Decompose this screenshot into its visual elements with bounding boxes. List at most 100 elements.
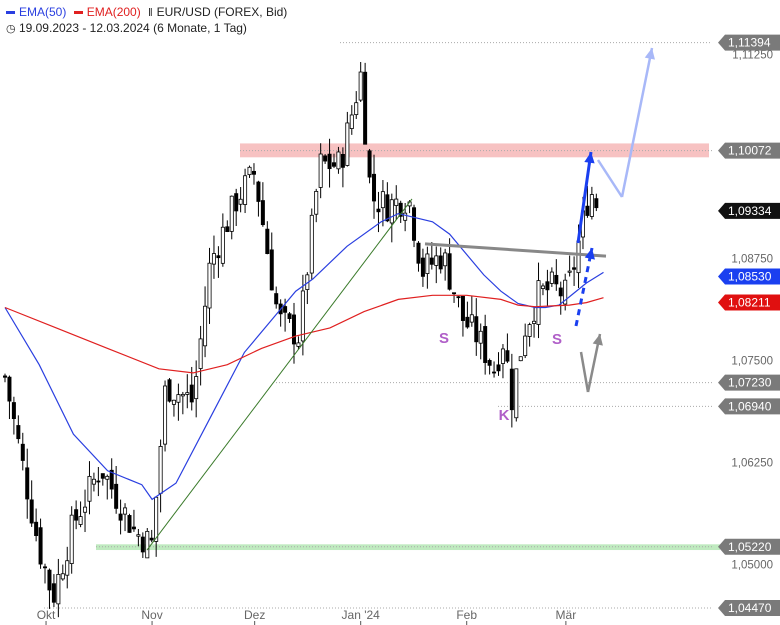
ema200-swatch	[73, 11, 83, 15]
candle-body	[487, 360, 492, 366]
indicators-layer	[4, 212, 604, 501]
candle-body	[403, 212, 408, 221]
candle-body	[460, 295, 465, 321]
candle-body	[567, 270, 572, 273]
candle-body	[171, 399, 176, 405]
candle-body	[447, 253, 452, 290]
candle-body	[314, 190, 319, 215]
candle-body	[509, 368, 514, 411]
candle-body	[336, 151, 341, 170]
candle-body	[189, 384, 194, 403]
candle-body	[483, 326, 488, 363]
x-tick-label: Dez	[244, 608, 265, 622]
price-badge	[718, 142, 780, 159]
candle-body	[469, 314, 474, 323]
candle-body	[234, 193, 239, 212]
ema200-line	[4, 294, 604, 374]
grid-layer	[44, 42, 712, 609]
gray-arrow-head	[592, 334, 603, 346]
price-badge-label: 1,04470	[728, 601, 772, 615]
candle-body	[367, 150, 372, 178]
candle-body	[78, 516, 83, 525]
candle-body	[372, 173, 377, 202]
price-badge-label: 1,11394	[728, 36, 771, 50]
candle-body	[83, 506, 88, 513]
candle-body	[554, 274, 559, 285]
candle-body	[243, 175, 248, 205]
candle-body	[527, 324, 532, 337]
candle-body	[87, 475, 92, 502]
candle-body	[56, 574, 61, 605]
annotations-layer: S K S	[146, 47, 655, 551]
candle-body	[7, 376, 12, 402]
candle-body	[309, 214, 314, 274]
candle-body	[127, 515, 132, 533]
candle-body	[20, 443, 25, 461]
candle-body	[180, 393, 185, 397]
candle-body	[456, 296, 461, 299]
candle-body	[363, 71, 368, 145]
price-badge-label: 1,10072	[728, 144, 772, 158]
candle-body	[318, 153, 323, 188]
candle-body	[549, 271, 554, 284]
candle-body	[558, 287, 563, 297]
neckline	[424, 242, 607, 258]
candle-body	[434, 255, 439, 266]
candle-body	[51, 583, 56, 603]
candle-body	[412, 207, 417, 241]
candle-body	[136, 534, 141, 537]
candle-body	[114, 483, 119, 509]
candle-body	[260, 200, 265, 226]
y-tick-label: 1,08750	[731, 254, 773, 266]
candle-body	[465, 316, 470, 328]
candle-body	[154, 496, 159, 542]
candle-body	[291, 314, 296, 345]
candle-body	[576, 240, 581, 274]
candle-body	[216, 255, 221, 259]
candle-body	[96, 480, 101, 483]
trendline	[146, 198, 413, 551]
ema50-line	[4, 212, 604, 501]
candle-body	[163, 385, 168, 445]
candle-body	[91, 478, 96, 485]
y-tick-label: 1,11250	[732, 49, 773, 61]
candle-body	[203, 305, 208, 347]
candle-body	[376, 208, 381, 213]
ema50-swatch	[6, 11, 15, 15]
candle-body	[131, 526, 136, 530]
candle-body	[69, 514, 74, 564]
candle-body	[505, 350, 510, 362]
candle-body	[118, 513, 123, 521]
candle-body	[265, 228, 270, 255]
x-tick-label: Feb	[456, 608, 477, 622]
candle-body	[429, 257, 434, 265]
candle-body	[536, 280, 541, 325]
candle-body	[34, 521, 39, 537]
candle-body	[416, 242, 421, 264]
price-badge-label: 1,06940	[728, 399, 772, 413]
candle-body	[100, 473, 105, 479]
candle-body	[300, 290, 305, 342]
candle-body	[438, 255, 443, 270]
candle-body	[398, 202, 403, 217]
price-badge-label: 1,09334	[728, 204, 772, 218]
candle-body	[194, 376, 199, 400]
candle-body	[47, 569, 52, 591]
candle-body	[225, 226, 230, 233]
price-badge	[718, 538, 780, 555]
candle-body	[74, 509, 79, 521]
candle-body	[572, 267, 577, 270]
candle-body	[420, 257, 425, 277]
axis-layer: 1,11250 1,08750 1,07500 1,06250 1,05000 Okt No…	[37, 34, 780, 625]
y-tick-label: 1,06250	[731, 458, 773, 470]
candle-body	[332, 162, 337, 167]
candle-body	[425, 253, 430, 274]
candle-body	[145, 530, 150, 559]
price-badge	[718, 294, 780, 311]
candle-body	[496, 364, 501, 372]
candle-body	[500, 348, 505, 364]
target-path	[596, 159, 624, 198]
price-badge	[718, 34, 780, 51]
candle-body	[256, 181, 261, 202]
